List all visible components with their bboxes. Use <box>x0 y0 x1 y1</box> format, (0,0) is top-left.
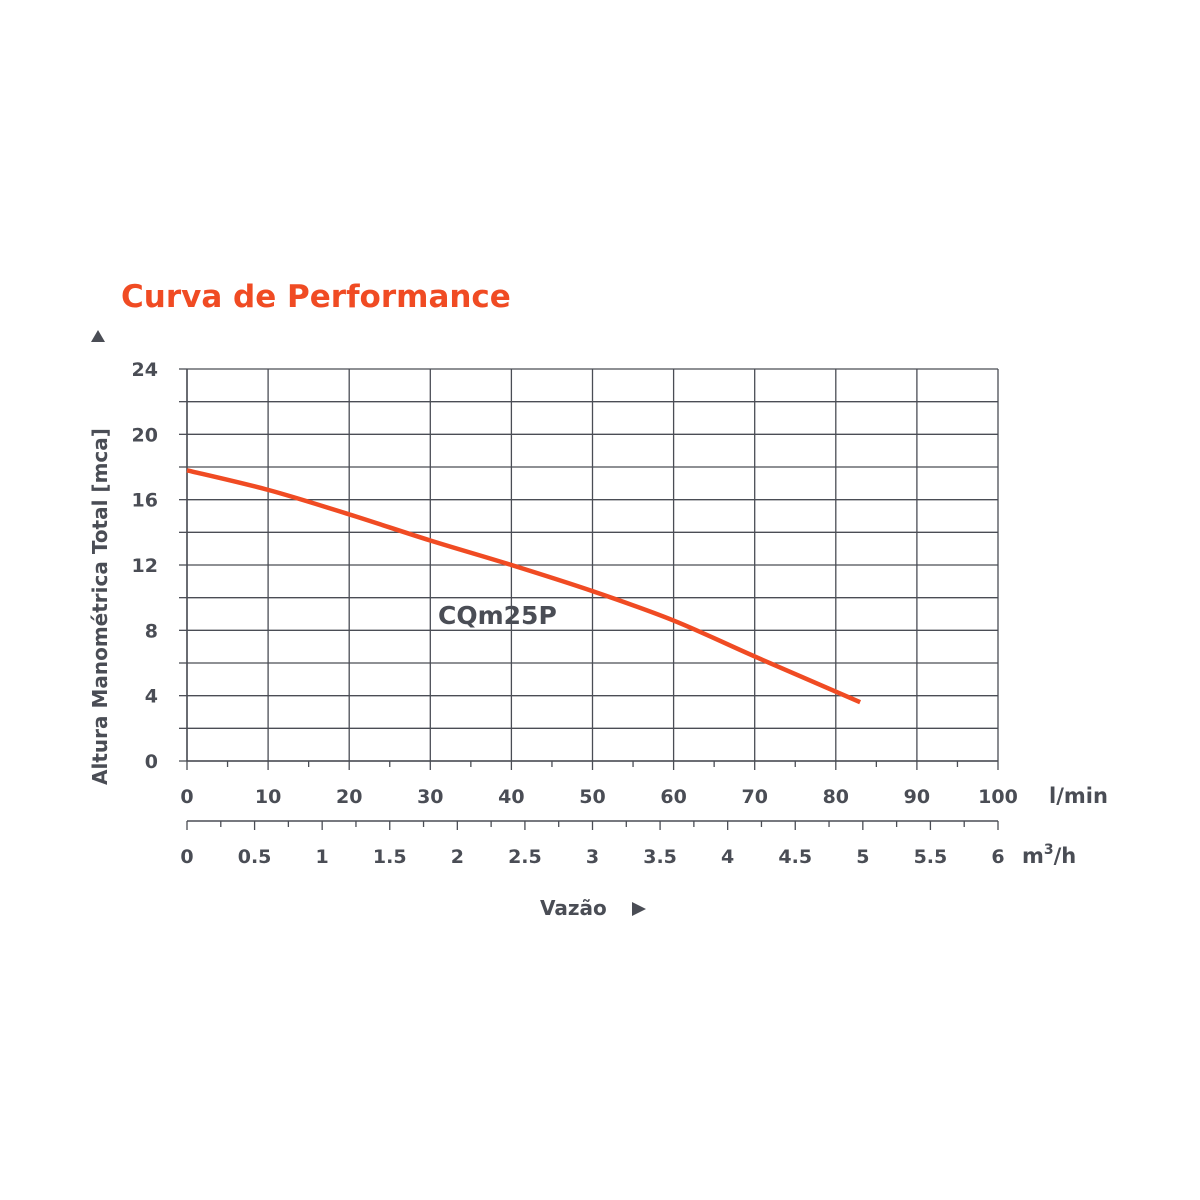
x-tick-label: 30 <box>417 786 443 808</box>
x-axis-unit-m3h: m3/h <box>1022 842 1076 868</box>
x-axis-m3h: 0 0.5 1 1.5 2 2.5 3 3.5 4 4.5 5 5.5 6 <box>180 820 1005 868</box>
x-tick-label: 90 <box>904 786 930 808</box>
x-tick-label: 40 <box>498 786 524 808</box>
series-line <box>186 468 862 705</box>
y-tick-label: 20 <box>132 424 158 446</box>
x-axis-arrow-icon <box>632 902 646 916</box>
y-tick-label: 8 <box>145 620 158 642</box>
x-axis-title: Vazão <box>540 896 607 920</box>
x2-tick-label: 0 <box>180 846 193 868</box>
unit-base: m <box>1022 844 1044 868</box>
y-axis-arrow-icon <box>91 330 105 342</box>
y-tick-label: 4 <box>145 686 158 708</box>
x-tick-label: 100 <box>978 786 1018 808</box>
x-tick-label: 70 <box>741 786 767 808</box>
x2-tick-label: 5 <box>856 846 869 868</box>
x-tick-label: 80 <box>823 786 849 808</box>
y-tick-label: 16 <box>132 490 158 512</box>
x2-tick-label: 2.5 <box>508 846 542 868</box>
x2-tick-label: 2 <box>451 846 464 868</box>
x2-tick-label: 3.5 <box>643 846 677 868</box>
unit-tail: /h <box>1054 844 1077 868</box>
x-axis-lmin: 0 10 20 30 40 50 60 70 80 90 100 <box>180 760 1018 808</box>
x-tick-label: 60 <box>660 786 686 808</box>
y-tick-label: 12 <box>132 555 158 577</box>
x2-tick-label: 5.5 <box>914 846 948 868</box>
x-axis-unit-lmin: l/min <box>1049 784 1108 808</box>
y-tick-label: 24 <box>132 359 158 381</box>
unit-sup: 3 <box>1044 842 1054 858</box>
x2-tick-label: 3 <box>586 846 599 868</box>
x2-tick-label: 0.5 <box>238 846 272 868</box>
series-label: CQm25P <box>438 601 557 630</box>
chart-title: Curva de Performance <box>121 279 511 315</box>
x-tick-label: 20 <box>336 786 362 808</box>
y-axis: 0 4 8 12 16 20 24 <box>132 359 188 773</box>
x2-tick-label: 4.5 <box>778 846 812 868</box>
x2-tick-label: 4 <box>721 846 734 868</box>
series <box>186 468 862 705</box>
y-axis-title-group: Altura Manométrica Total [mca] <box>88 330 112 785</box>
x2-tick-label: 1 <box>316 846 329 868</box>
y-tick-label: 0 <box>145 751 158 773</box>
grid <box>186 368 999 762</box>
y-axis-title: Altura Manométrica Total [mca] <box>88 428 112 785</box>
x2-tick-label: 1.5 <box>373 846 407 868</box>
x2-tick-label: 6 <box>991 846 1004 868</box>
x-tick-label: 50 <box>579 786 605 808</box>
x-tick-label: 10 <box>255 786 281 808</box>
x-tick-label: 0 <box>180 786 193 808</box>
